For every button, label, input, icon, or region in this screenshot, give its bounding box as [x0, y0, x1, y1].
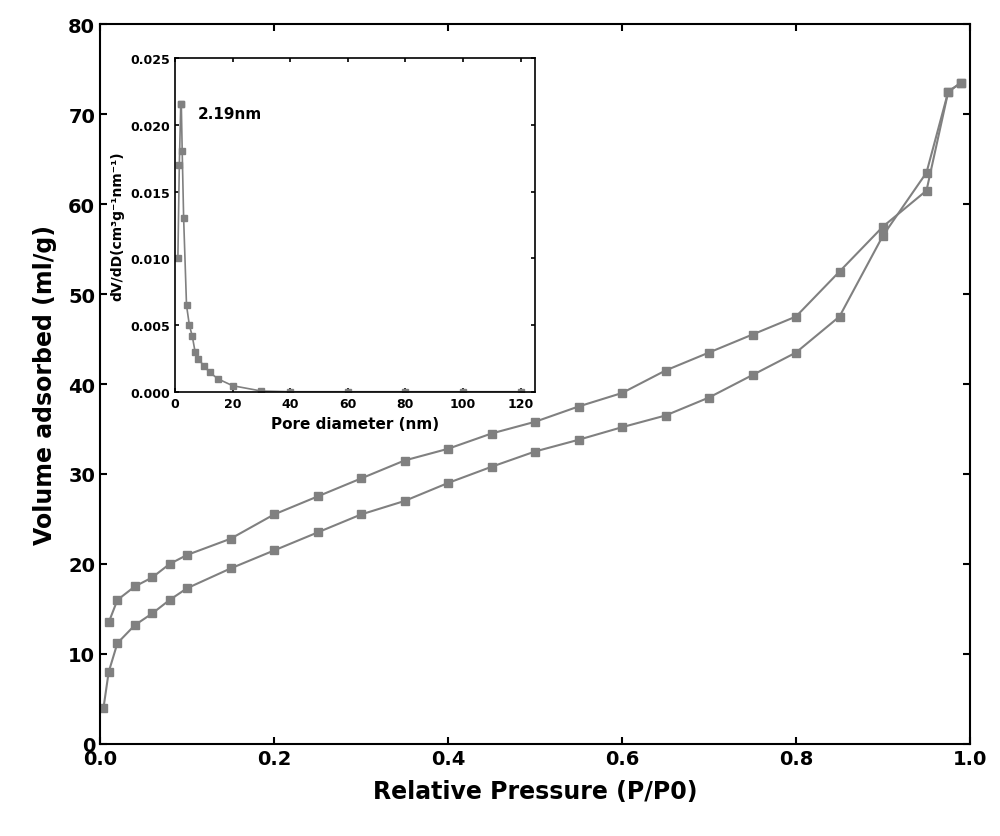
Y-axis label: dV/dD(cm³g⁻¹nm⁻¹): dV/dD(cm³g⁻¹nm⁻¹) [111, 151, 125, 300]
Text: 2.19nm: 2.19nm [198, 107, 262, 122]
Y-axis label: Volume adsorbed (ml/g): Volume adsorbed (ml/g) [33, 225, 57, 544]
X-axis label: Relative Pressure (P/P0): Relative Pressure (P/P0) [373, 779, 697, 803]
X-axis label: Pore diameter (nm): Pore diameter (nm) [271, 416, 439, 431]
